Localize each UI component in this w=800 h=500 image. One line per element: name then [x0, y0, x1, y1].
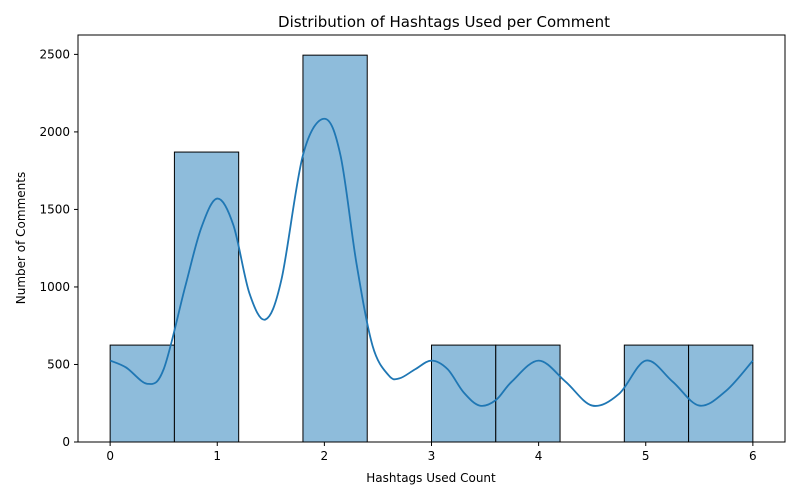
histogram-bar-9 — [688, 344, 754, 443]
x-tick-label: 0 — [106, 449, 114, 463]
x-tick-label: 1 — [213, 449, 221, 463]
x-tick-label: 4 — [535, 449, 543, 463]
kde-line — [109, 117, 754, 407]
y-tick-label: 500 — [47, 357, 70, 371]
chart-title: Distribution of Hashtags Used per Commen… — [278, 13, 610, 31]
y-axis-ticks: 0 500 1000 1500 2000 2500 — [39, 47, 78, 449]
y-tick-label: 0 — [62, 435, 70, 449]
y-tick-label: 2500 — [39, 47, 70, 61]
y-tick-label: 1500 — [39, 202, 70, 216]
y-axis-label: Number of Comments — [14, 172, 28, 304]
x-axis-ticks: 0 1 2 3 4 5 6 — [106, 442, 757, 463]
histogram-bar-0 — [109, 344, 175, 443]
x-tick-label: 2 — [321, 449, 329, 463]
x-axis-label: Hashtags Used Count — [366, 471, 496, 485]
bars-layer — [109, 54, 754, 443]
histogram-bar-8 — [623, 344, 690, 443]
y-tick-label: 2000 — [39, 125, 70, 139]
x-tick-label: 3 — [428, 449, 436, 463]
kde-layer — [109, 117, 754, 407]
x-tick-label: 6 — [749, 449, 757, 463]
histogram-bar-6 — [495, 344, 561, 443]
x-tick-label: 5 — [642, 449, 650, 463]
y-tick-label: 1000 — [39, 280, 70, 294]
histogram-bar-3 — [302, 54, 368, 443]
histogram-bar-1 — [173, 151, 240, 443]
